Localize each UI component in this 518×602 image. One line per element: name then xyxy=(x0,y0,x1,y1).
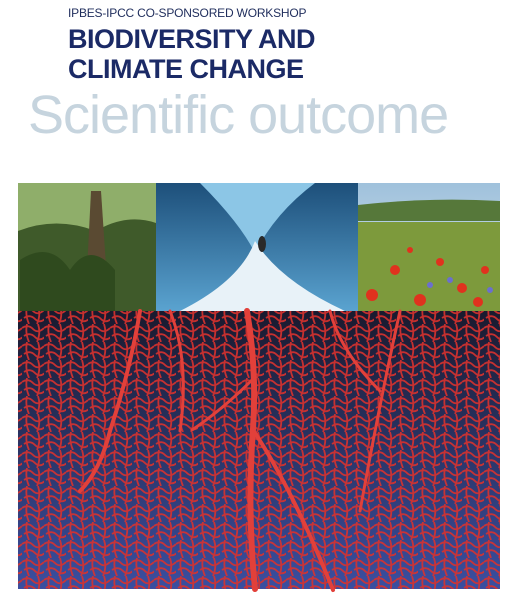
tagline: Scientific outcome xyxy=(28,85,449,145)
canopy xyxy=(18,183,156,231)
poppies xyxy=(366,247,489,307)
ice-ridge xyxy=(200,183,315,253)
coral-mesh xyxy=(18,311,500,589)
title-line: CLIMATE CHANGE xyxy=(68,54,304,84)
cornflowers xyxy=(427,277,493,293)
treeline xyxy=(358,199,500,221)
title-line: BIODIVERSITY AND xyxy=(68,24,316,54)
coral-branches xyxy=(78,308,402,592)
ice-floe xyxy=(180,241,345,311)
kicker: IPBES-IPCC CO-SPONSORED WORKSHOP xyxy=(68,6,307,20)
undergrowth xyxy=(20,252,115,321)
penguin xyxy=(258,236,266,252)
